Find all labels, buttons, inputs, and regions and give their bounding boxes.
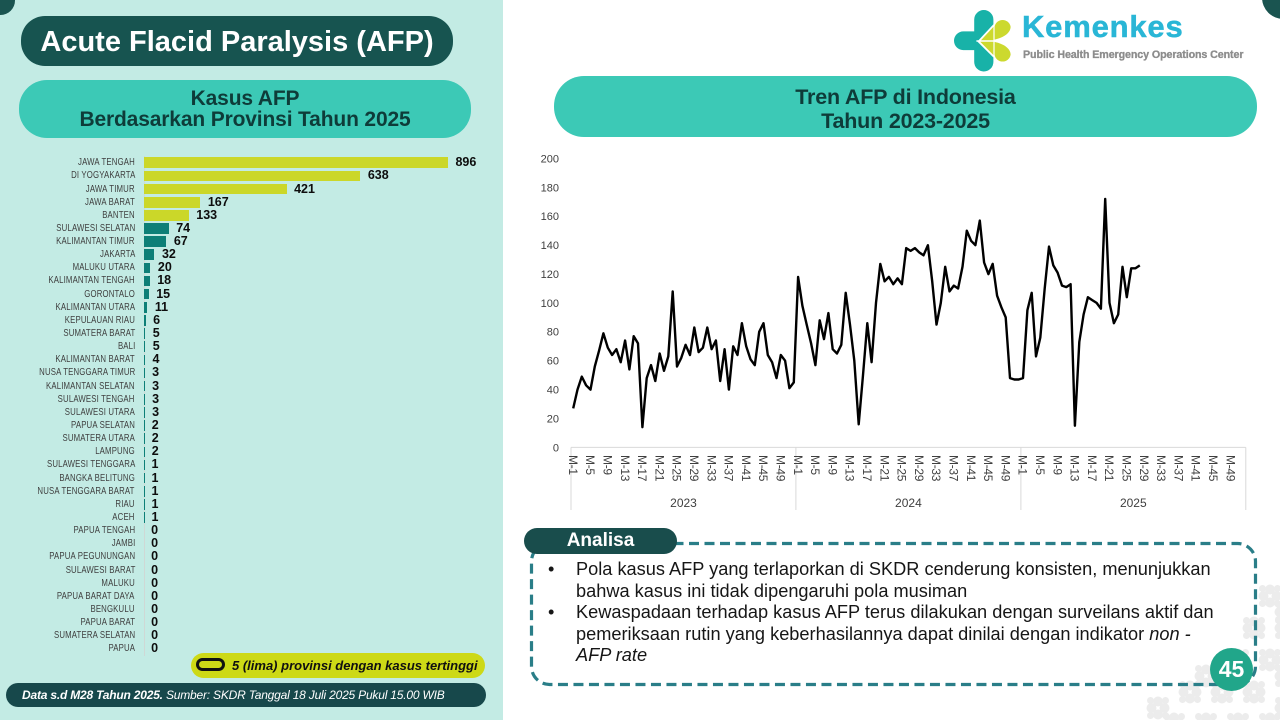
svg-text:M-9: M-9 (1050, 455, 1064, 475)
svg-text:100: 100 (541, 298, 559, 310)
svg-text:M-29: M-29 (1137, 455, 1151, 482)
svg-text:M-13: M-13 (1068, 455, 1082, 482)
svg-text:M-9: M-9 (601, 455, 615, 475)
svg-text:M-21: M-21 (877, 455, 891, 482)
svg-text:0: 0 (553, 442, 559, 454)
svg-text:M-21: M-21 (652, 455, 666, 482)
svg-text:M-25: M-25 (895, 455, 909, 482)
svg-text:M-17: M-17 (860, 455, 874, 482)
svg-text:160: 160 (541, 211, 559, 223)
svg-text:M-45: M-45 (1206, 455, 1220, 482)
svg-text:M-17: M-17 (1085, 455, 1099, 482)
svg-text:M-5: M-5 (583, 455, 597, 475)
svg-text:M-49: M-49 (1223, 455, 1237, 482)
svg-text:M-29: M-29 (687, 455, 701, 482)
svg-text:60: 60 (547, 356, 559, 368)
svg-text:M-37: M-37 (1171, 455, 1185, 482)
svg-text:180: 180 (541, 182, 559, 194)
svg-text:200: 200 (541, 153, 559, 165)
svg-text:20: 20 (547, 413, 559, 425)
svg-text:M-1: M-1 (566, 455, 580, 475)
svg-text:M-5: M-5 (1033, 455, 1047, 475)
svg-text:2025: 2025 (1120, 496, 1147, 510)
svg-text:2024: 2024 (895, 496, 922, 510)
svg-text:M-41: M-41 (739, 455, 753, 482)
svg-text:M-41: M-41 (1189, 455, 1203, 482)
svg-text:M-21: M-21 (1102, 455, 1116, 482)
svg-text:M-49: M-49 (998, 455, 1012, 482)
svg-text:M-45: M-45 (981, 455, 995, 482)
svg-text:M-37: M-37 (947, 455, 961, 482)
svg-text:M-13: M-13 (843, 455, 857, 482)
svg-text:M-45: M-45 (756, 455, 770, 482)
svg-text:M-1: M-1 (791, 455, 805, 475)
svg-text:M-13: M-13 (618, 455, 632, 482)
svg-text:M-37: M-37 (722, 455, 736, 482)
svg-text:M-33: M-33 (1154, 455, 1168, 482)
svg-text:M-33: M-33 (704, 455, 718, 482)
svg-text:120: 120 (541, 269, 559, 281)
svg-text:M-17: M-17 (635, 455, 649, 482)
svg-text:M-1: M-1 (1016, 455, 1030, 475)
svg-text:80: 80 (547, 327, 559, 339)
svg-text:M-25: M-25 (670, 455, 684, 482)
svg-text:2023: 2023 (670, 496, 697, 510)
svg-text:M-41: M-41 (964, 455, 978, 482)
svg-text:M-25: M-25 (1120, 455, 1134, 482)
svg-text:M-33: M-33 (929, 455, 943, 482)
svg-text:M-9: M-9 (825, 455, 839, 475)
svg-text:40: 40 (547, 385, 559, 397)
svg-text:M-29: M-29 (912, 455, 926, 482)
svg-text:140: 140 (541, 240, 559, 252)
svg-text:M-49: M-49 (774, 455, 788, 482)
svg-text:M-5: M-5 (808, 455, 822, 475)
